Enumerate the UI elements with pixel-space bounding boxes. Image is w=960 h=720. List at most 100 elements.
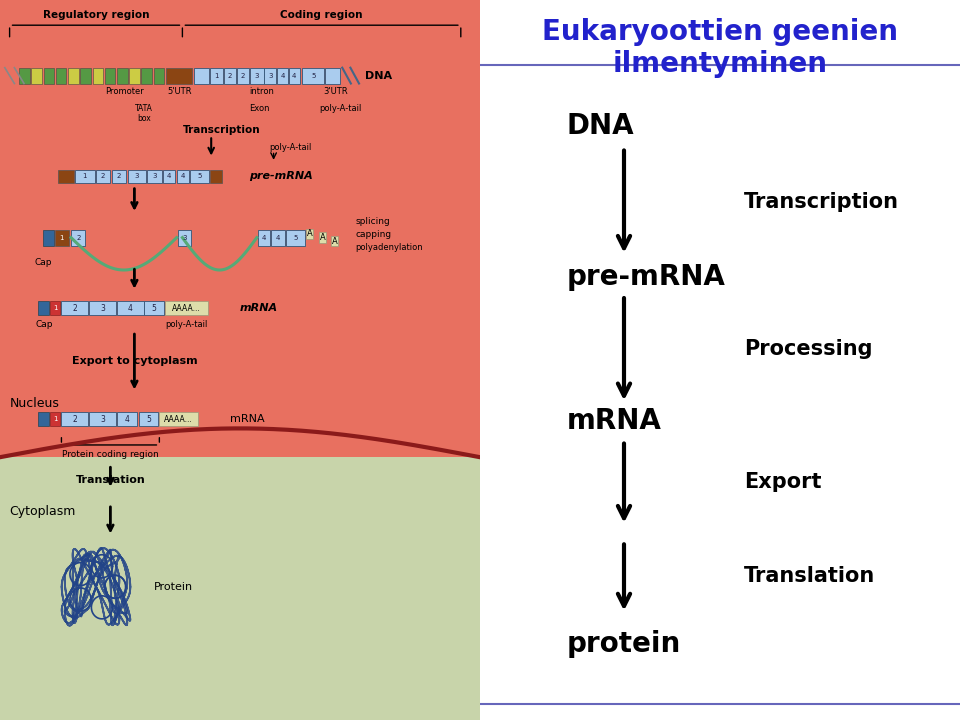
Text: 5: 5	[152, 304, 156, 312]
Text: AAAA...: AAAA...	[172, 304, 201, 312]
Bar	[190, 170, 209, 183]
Bar	[96, 170, 110, 183]
Bar	[32, 68, 42, 84]
Bar	[159, 412, 198, 426]
Text: 4: 4	[276, 235, 280, 240]
Bar	[43, 68, 54, 84]
Text: protein: protein	[566, 631, 681, 658]
Bar	[61, 301, 88, 315]
Text: 2: 2	[117, 174, 121, 179]
Text: 4: 4	[125, 415, 130, 423]
Text: pre-mRNA: pre-mRNA	[566, 264, 725, 291]
Text: DNA: DNA	[566, 112, 634, 140]
Bar	[43, 230, 54, 246]
Bar	[89, 412, 116, 426]
Text: A: A	[307, 230, 312, 238]
Text: 1: 1	[60, 235, 64, 240]
Text: ilmentyminen: ilmentyminen	[612, 50, 828, 78]
Text: 1: 1	[53, 416, 58, 422]
Text: Cytoplasm: Cytoplasm	[10, 505, 76, 518]
Text: Eukaryoottien geenien: Eukaryoottien geenien	[542, 18, 898, 46]
Bar	[130, 68, 140, 84]
Text: Transcription: Transcription	[744, 192, 899, 212]
Text: Cap: Cap	[36, 320, 53, 328]
Bar	[289, 68, 300, 84]
Bar	[75, 170, 94, 183]
Text: 2: 2	[72, 415, 77, 423]
Bar	[209, 170, 222, 183]
Text: 4: 4	[280, 73, 285, 78]
Text: Protein: Protein	[154, 582, 193, 592]
Bar	[302, 68, 324, 84]
Text: Promoter: Promoter	[106, 87, 144, 96]
Text: Export: Export	[744, 472, 822, 492]
Bar	[165, 68, 192, 84]
Text: 4: 4	[128, 304, 132, 312]
Text: Coding region: Coding region	[280, 10, 363, 20]
Bar	[55, 230, 69, 246]
Text: polyadenylation: polyadenylation	[355, 243, 422, 252]
Bar	[271, 230, 284, 246]
Bar	[277, 68, 288, 84]
Text: Export to cytoplasm: Export to cytoplasm	[72, 356, 197, 366]
Bar	[177, 170, 188, 183]
Text: 4: 4	[262, 235, 266, 240]
Bar	[0, 0, 480, 457]
Bar	[139, 412, 158, 426]
Bar	[56, 68, 66, 84]
Bar	[117, 412, 137, 426]
Bar	[38, 301, 49, 315]
Text: 3: 3	[268, 73, 273, 78]
Bar	[117, 301, 144, 315]
Text: 3: 3	[153, 174, 156, 179]
Bar	[237, 68, 250, 84]
Bar	[50, 301, 60, 315]
Text: 3'UTR: 3'UTR	[324, 87, 348, 96]
Bar	[265, 68, 276, 84]
Bar	[105, 68, 115, 84]
Bar	[194, 68, 209, 84]
Bar	[165, 301, 208, 315]
Text: 2: 2	[228, 73, 232, 78]
Bar	[141, 68, 152, 84]
Text: 2: 2	[72, 304, 77, 312]
Text: 5: 5	[146, 415, 152, 423]
Bar	[89, 301, 116, 315]
Bar	[111, 170, 127, 183]
Text: Nucleus: Nucleus	[10, 397, 60, 410]
Text: Translation: Translation	[744, 566, 876, 586]
Text: AAAA...: AAAA...	[164, 415, 193, 423]
Bar	[58, 170, 74, 183]
Bar	[286, 230, 304, 246]
Text: Translation: Translation	[76, 475, 145, 485]
Bar	[117, 68, 128, 84]
Bar	[163, 170, 176, 183]
Text: TATA
box: TATA box	[135, 104, 153, 123]
Bar	[225, 68, 236, 84]
Text: poly-A-tail: poly-A-tail	[320, 104, 362, 113]
Text: 5: 5	[293, 235, 298, 240]
Text: 4: 4	[180, 174, 185, 179]
Bar	[178, 230, 191, 246]
Text: mRNA: mRNA	[240, 303, 278, 313]
Bar	[92, 68, 103, 84]
Text: DNA: DNA	[365, 71, 392, 81]
Text: pre-mRNA: pre-mRNA	[250, 171, 313, 181]
Text: 3: 3	[254, 73, 259, 78]
Bar	[258, 230, 270, 246]
Text: 2: 2	[101, 174, 106, 179]
Text: Protein coding region: Protein coding region	[62, 450, 158, 459]
Bar	[325, 68, 340, 84]
Bar	[144, 301, 163, 315]
Bar	[154, 68, 164, 84]
Text: mRNA: mRNA	[230, 414, 265, 424]
Text: 1: 1	[214, 73, 219, 78]
Text: 5'UTR: 5'UTR	[168, 87, 192, 96]
Text: Cap: Cap	[35, 258, 52, 266]
Bar	[250, 68, 263, 84]
Text: 1: 1	[83, 174, 87, 179]
Bar	[0, 457, 480, 720]
Text: intron: intron	[250, 87, 274, 96]
Bar	[128, 170, 146, 183]
Bar	[50, 412, 60, 426]
